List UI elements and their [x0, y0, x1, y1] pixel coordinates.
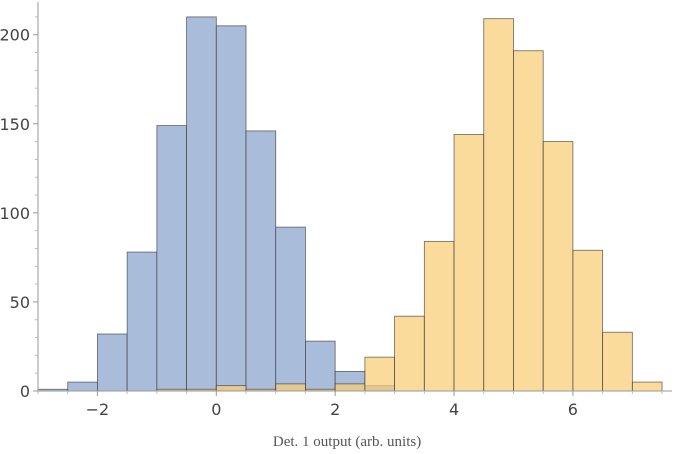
y-tick-label: 50 — [10, 293, 30, 312]
histogram-bar-s0-b5 — [186, 16, 217, 392]
x-tick-label: 4 — [449, 400, 459, 419]
histogram-bar-s0-b3 — [126, 251, 158, 392]
bars-layer — [37, 16, 663, 392]
histogram-bar-s0-b7 — [245, 130, 277, 392]
histogram-bar-s1-b4 — [275, 383, 306, 392]
histogram-bar-s1-b13 — [542, 141, 574, 392]
histogram-bar-s1-b14 — [572, 249, 604, 392]
x-tick-label: 2 — [330, 400, 340, 419]
histogram-bar-s1-b11 — [483, 18, 514, 392]
histogram-bar-s1-b15 — [602, 331, 633, 392]
x-tick-label: −2 — [86, 400, 110, 419]
histogram-bar-s1-b10 — [453, 134, 485, 392]
histogram-bar-s0-b6 — [215, 25, 247, 392]
histogram-bar-s1-b7 — [364, 356, 396, 392]
y-tick-label: 0 — [20, 382, 30, 401]
histogram-bar-s0-b8 — [275, 226, 306, 392]
x-tick-label: 0 — [211, 400, 221, 419]
y-tick-label: 100 — [0, 204, 30, 223]
histogram-bar-s1-b8 — [394, 315, 425, 392]
y-tick-label: 150 — [0, 115, 30, 134]
histogram-bar-s0-b2 — [97, 333, 128, 392]
histogram-bar-s0-b9 — [305, 340, 336, 392]
histogram-bar-s1-b9 — [423, 240, 455, 392]
y-tick-label: 200 — [0, 26, 30, 45]
x-tick-label: 6 — [568, 400, 578, 419]
histogram-bar-s1-b6 — [334, 383, 366, 392]
histogram-bar-s1-b16 — [631, 381, 663, 392]
x-axis-title: Det. 1 output (arb. units) — [273, 434, 421, 450]
ticks-layer: −2 0 2 4 6 0 50 100 150 200 — [0, 16, 663, 419]
histogram-bar-s0-b1 — [67, 381, 98, 392]
histogram-bar-s0-b4 — [156, 125, 187, 392]
histogram-bar-s1-b12 — [513, 50, 544, 392]
histogram-bar-s1-b2 — [215, 385, 247, 392]
